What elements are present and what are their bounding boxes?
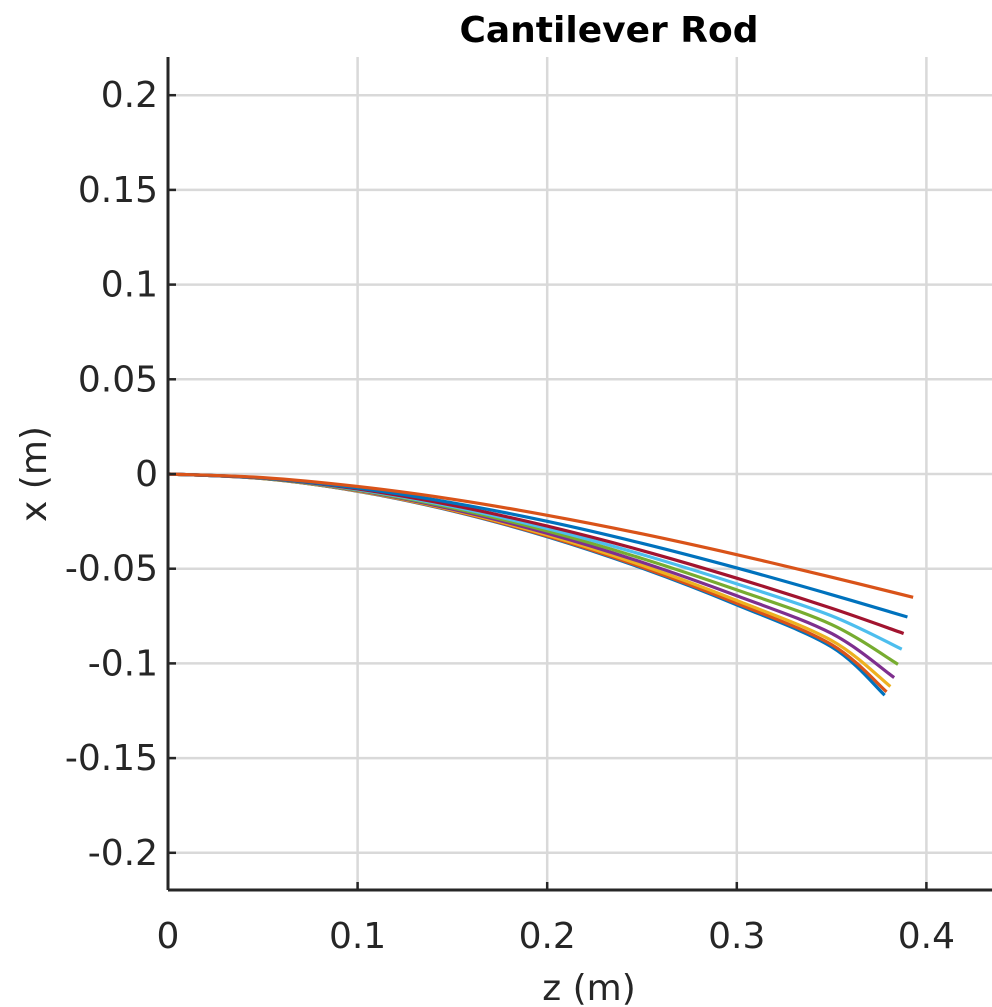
series-line-8 xyxy=(167,472,888,694)
y-tick-label: 0.2 xyxy=(101,75,158,116)
series-line-1 xyxy=(167,472,914,599)
y-tick-label: -0.1 xyxy=(88,643,158,684)
x-tick-label: 0 xyxy=(157,916,180,957)
y-tick-label: 0 xyxy=(135,454,158,495)
x-tick-label: 0.1 xyxy=(329,916,386,957)
y-tick-label: -0.2 xyxy=(88,833,158,874)
x-tick-label: 0.4 xyxy=(898,916,955,957)
x-tick-label: 0.3 xyxy=(708,916,765,957)
y-tick-label: 0.1 xyxy=(101,265,158,306)
series-line-6 xyxy=(167,472,896,679)
series-lines xyxy=(167,472,914,697)
chart-title: Cantilever Rod xyxy=(459,10,758,51)
y-axis-label: x (m) xyxy=(14,426,55,522)
x-tick-label: 0.2 xyxy=(519,916,576,957)
y-tick-label: 0.05 xyxy=(78,359,158,400)
x-axis-label: z (m) xyxy=(542,968,636,1007)
y-tick-label: 0.15 xyxy=(78,170,158,211)
y-tick-label: -0.05 xyxy=(65,549,158,590)
y-tick-label: -0.15 xyxy=(65,738,158,779)
grid xyxy=(168,57,992,890)
tick-labels: 0 0.1 0.2 0.3 0.4 0.2 0.15 0.1 0.05 0 -0.05 -0.1 -0.… xyxy=(65,75,955,957)
series-line-9 xyxy=(167,472,886,697)
